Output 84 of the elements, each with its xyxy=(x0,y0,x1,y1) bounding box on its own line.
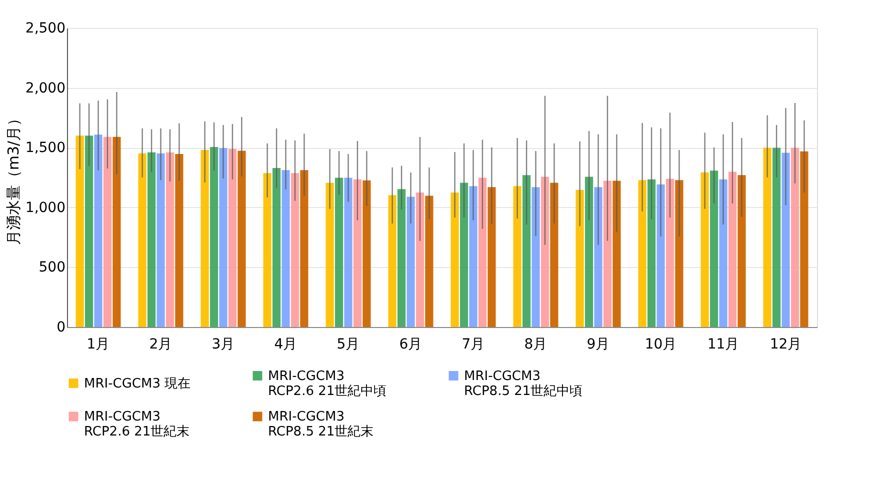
bar xyxy=(138,153,146,327)
bar xyxy=(710,170,718,327)
bar xyxy=(513,186,522,327)
bar xyxy=(675,180,684,327)
bar xyxy=(450,192,459,327)
bar xyxy=(416,192,424,327)
bar xyxy=(656,184,665,327)
y-tick-label: 0 xyxy=(56,320,66,336)
x-tick-label: 11月 xyxy=(707,336,740,352)
y-tick-label: 2,500 xyxy=(25,20,66,36)
legend-label: MRI-CGCM3 現在 xyxy=(84,376,191,392)
bar xyxy=(175,154,184,327)
bar xyxy=(353,179,362,327)
bar xyxy=(522,175,531,327)
x-tick-label: 6月 xyxy=(399,336,422,352)
y-tick-label: 1,500 xyxy=(25,140,66,156)
bar xyxy=(282,170,290,327)
bar xyxy=(397,189,406,327)
x-tick-label: 4月 xyxy=(274,336,298,352)
bar xyxy=(738,175,746,327)
bar xyxy=(460,182,468,327)
bar xyxy=(272,168,281,327)
bar xyxy=(612,180,621,327)
bar xyxy=(406,196,415,327)
bar xyxy=(532,187,540,327)
legend-label: MRI-CGCM3 RCP2.6 21世紀末 xyxy=(84,410,190,440)
bar xyxy=(469,186,478,327)
legend-label: MRI-CGCM3 RCP2.6 21世紀中頃 xyxy=(268,368,387,399)
bar xyxy=(638,180,646,327)
bar xyxy=(290,173,300,327)
bar xyxy=(156,153,165,327)
bar xyxy=(584,176,594,327)
bar xyxy=(103,136,112,327)
bar xyxy=(603,180,612,327)
bar xyxy=(550,182,558,327)
bar xyxy=(719,179,728,327)
bar xyxy=(478,178,487,327)
bar xyxy=(425,196,434,327)
bar xyxy=(540,176,550,327)
bar xyxy=(594,187,602,327)
bar xyxy=(112,136,121,327)
x-tick-label: 2月 xyxy=(149,336,172,352)
x-tick-label: 12月 xyxy=(770,336,802,352)
bar xyxy=(228,149,237,327)
bar xyxy=(334,178,344,327)
bar xyxy=(263,173,272,327)
x-tick-label: 7月 xyxy=(462,336,485,352)
bar xyxy=(76,136,84,327)
bar xyxy=(166,152,174,327)
y-axis-title: 月湧水量（m3/月） xyxy=(4,110,22,246)
legend-label: MRI-CGCM3 RCP8.5 21世紀中頃 xyxy=(464,368,583,399)
bar xyxy=(210,147,218,327)
bar xyxy=(200,150,209,327)
bar xyxy=(782,152,790,327)
bar xyxy=(790,148,800,327)
bar xyxy=(666,178,674,327)
x-tick-label: 8月 xyxy=(524,336,548,352)
bar xyxy=(647,179,656,327)
bar xyxy=(238,150,246,327)
y-tick-label: 2,000 xyxy=(25,80,66,96)
bar xyxy=(300,170,308,327)
bar xyxy=(728,172,737,327)
x-tick-label: 1月 xyxy=(86,336,110,352)
bar xyxy=(94,134,102,327)
bar xyxy=(800,151,808,327)
bar xyxy=(488,187,496,327)
bar xyxy=(576,190,584,327)
x-tick-label: 10月 xyxy=(644,336,677,352)
bar xyxy=(763,148,772,327)
y-tick-label: 1,000 xyxy=(25,200,66,216)
y-tick-label: 500 xyxy=(38,260,66,276)
bar xyxy=(344,178,352,327)
x-tick-label: 3月 xyxy=(212,336,235,352)
bar xyxy=(772,148,781,327)
bar xyxy=(326,182,334,327)
bar xyxy=(362,180,371,327)
x-tick-label: 5月 xyxy=(336,336,360,352)
bar xyxy=(147,152,156,327)
x-tick-label: 9月 xyxy=(586,336,610,352)
bar xyxy=(84,136,94,327)
bar xyxy=(388,195,396,327)
legend-label: MRI-CGCM3 RCP8.5 21世紀末 xyxy=(268,410,374,440)
bar xyxy=(700,172,709,327)
bar xyxy=(219,148,228,327)
